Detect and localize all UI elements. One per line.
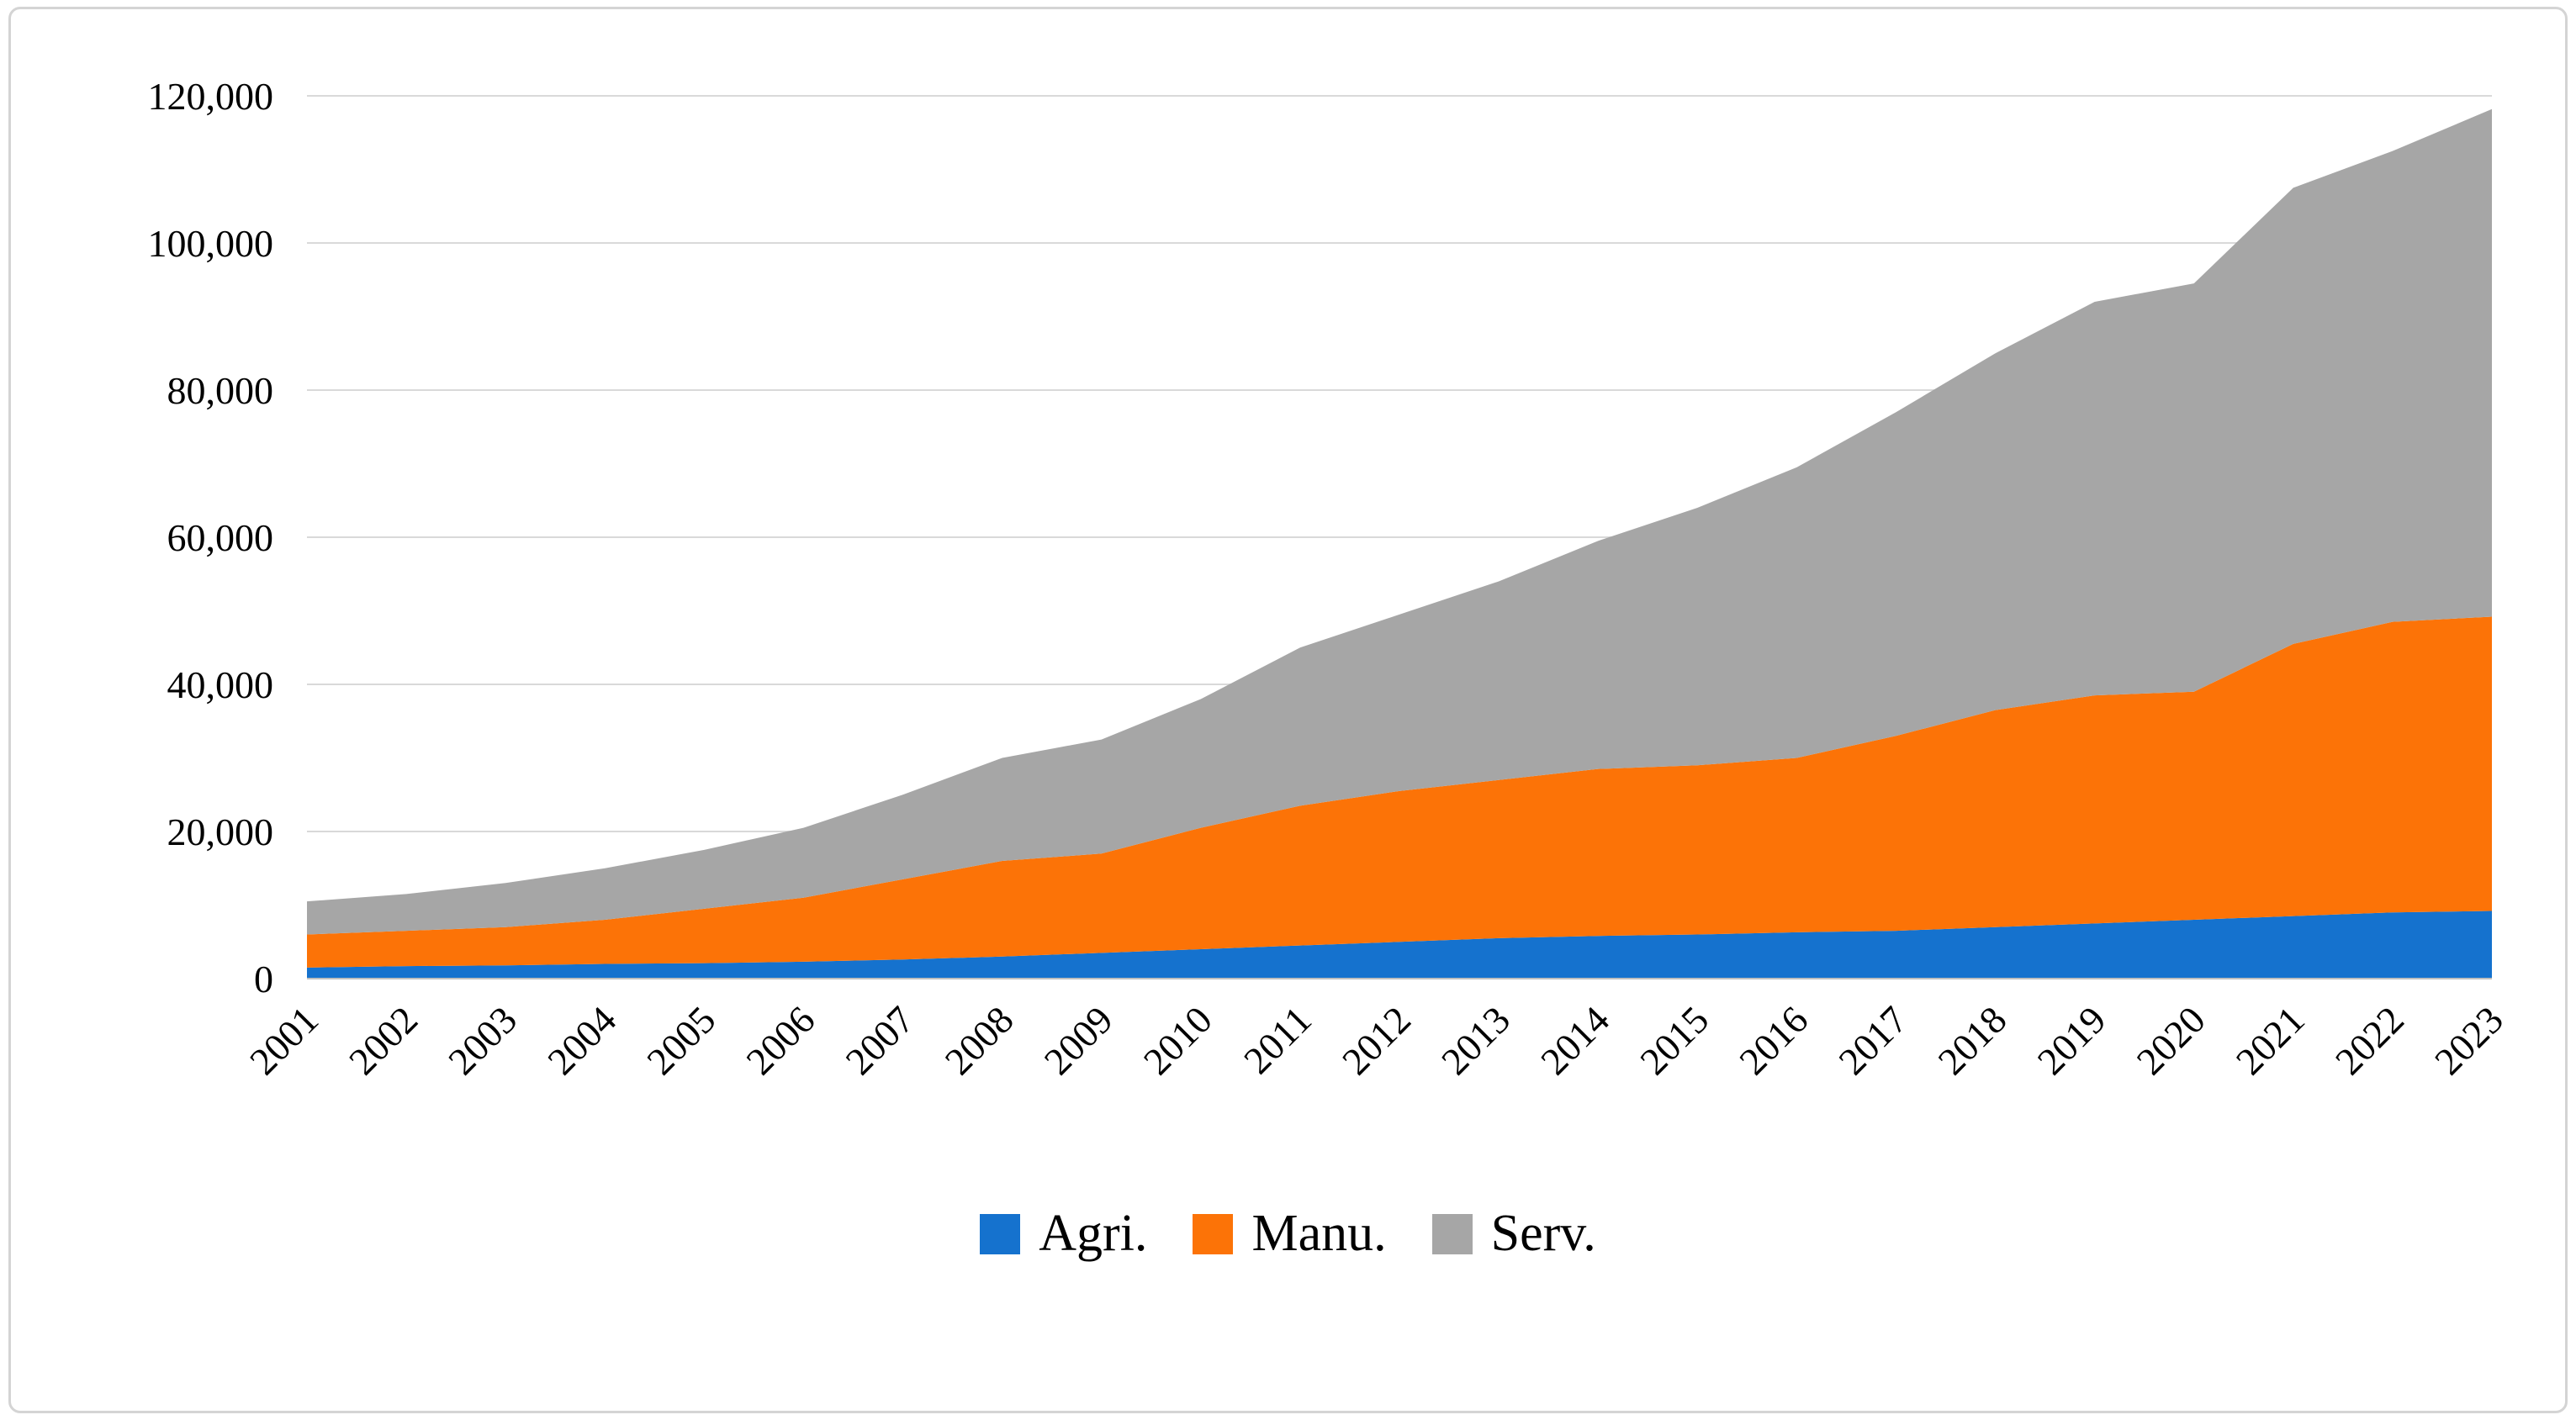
y-axis-label: 100,000 <box>148 222 274 265</box>
legend-swatch <box>980 1213 1021 1254</box>
legend-swatch <box>1431 1213 1473 1254</box>
x-axis-label: 2020 <box>2129 998 2214 1083</box>
legend-item-manu: Manu. <box>1193 1204 1387 1264</box>
x-axis-label: 2022 <box>2327 998 2412 1083</box>
x-axis-label: 2003 <box>440 998 525 1083</box>
area-serv <box>307 108 2492 935</box>
y-axis-label: 20,000 <box>167 810 274 853</box>
legend-item-agri: Agri. <box>980 1204 1147 1264</box>
x-axis-label: 2009 <box>1036 998 1121 1083</box>
legend-swatch <box>1193 1213 1234 1254</box>
stacked-area-chart: 0 20,000 40,000 60,000 80,000 100,000 120,000 2… <box>148 75 2512 1083</box>
y-axis-label: 120,000 <box>148 75 274 118</box>
legend-label: Serv. <box>1490 1205 1596 1262</box>
x-axis-label: 2019 <box>2029 998 2114 1083</box>
legend: Agri. Manu. Serv. <box>11 1204 2565 1264</box>
x-axis-label: 2004 <box>539 998 624 1083</box>
y-axis-label: 80,000 <box>167 369 274 412</box>
y-axis-label: 40,000 <box>167 663 274 706</box>
x-axis-label: 2012 <box>1334 998 1419 1083</box>
x-axis-label: 2001 <box>241 998 326 1083</box>
x-axis-label: 2021 <box>2228 998 2313 1083</box>
x-axis-label: 2015 <box>1632 998 1716 1083</box>
x-axis-label: 2010 <box>1135 998 1220 1083</box>
x-axis-label: 2008 <box>937 998 1022 1083</box>
area-agri <box>307 911 2492 979</box>
x-axis-label: 2023 <box>2426 998 2511 1083</box>
x-axis-label: 2013 <box>1433 998 1518 1083</box>
x-axis-label: 2002 <box>341 998 426 1083</box>
x-axis-label: 2005 <box>638 998 723 1083</box>
x-axis-label: 2006 <box>738 998 823 1083</box>
x-axis-label: 2011 <box>1235 998 1320 1082</box>
legend-label: Manu. <box>1251 1205 1387 1262</box>
area-manu <box>307 616 2492 968</box>
x-axis-label: 2014 <box>1532 998 1617 1083</box>
x-axis-label: 2018 <box>1930 998 2015 1083</box>
y-axis-label: 0 <box>254 958 273 1000</box>
chart-area: 0 20,000 40,000 60,000 80,000 100,000 120,000 2… <box>11 9 2565 1264</box>
legend-label: Agri. <box>1039 1205 1148 1262</box>
x-axis-label: 2017 <box>1830 998 1915 1083</box>
x-axis-label: 2016 <box>1731 998 1816 1083</box>
x-axis-label: 2007 <box>838 998 923 1083</box>
y-axis-label: 60,000 <box>167 516 274 559</box>
chart-figure: 0 20,000 40,000 60,000 80,000 100,000 120,000 2… <box>8 7 2568 1413</box>
legend-item-serv: Serv. <box>1431 1204 1596 1264</box>
